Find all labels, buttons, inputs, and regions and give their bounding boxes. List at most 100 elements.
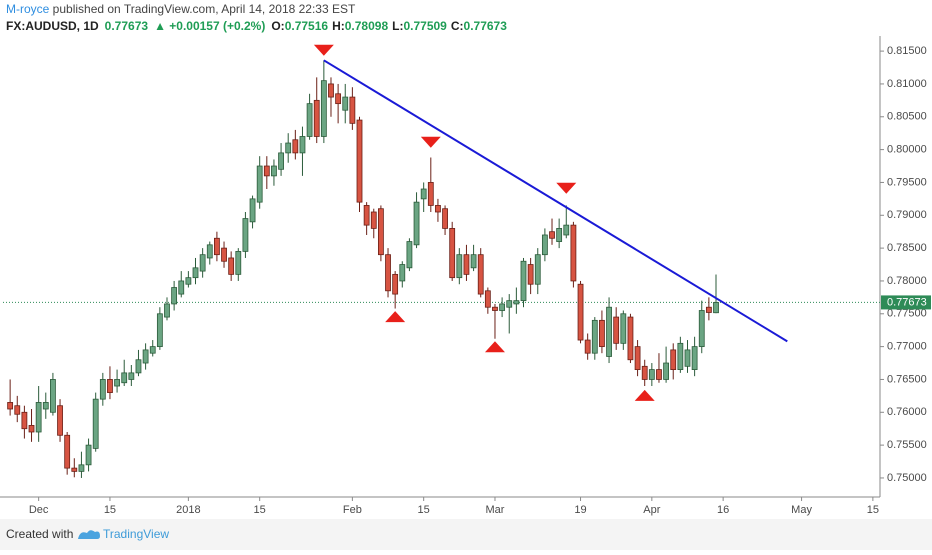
y-tick-label: 0.77000: [887, 341, 927, 353]
candle-body: [577, 283, 584, 341]
candle-body: [513, 300, 520, 305]
marker-down: [420, 136, 441, 148]
candle-body: [107, 379, 113, 393]
footer-created: Created with: [6, 527, 73, 541]
marker-up: [484, 341, 505, 353]
candle-body: [14, 405, 21, 415]
candle-body: [691, 346, 698, 371]
candle-body: [634, 346, 641, 371]
x-tick-label: 15: [254, 504, 266, 516]
candle-body: [306, 103, 313, 137]
candle-body: [35, 402, 42, 433]
candle-body: [214, 237, 220, 256]
candle-body: [263, 165, 270, 177]
y-tick-label: 0.77500: [887, 308, 927, 320]
candle-body: [392, 273, 399, 295]
candle-body: [114, 379, 120, 387]
candle-body: [399, 264, 406, 282]
candle-body: [591, 319, 598, 354]
x-tick-label: 15: [418, 504, 430, 516]
candle-body: [171, 287, 178, 305]
marker-up: [634, 389, 655, 401]
trend-line: [323, 59, 788, 343]
candle-body: [349, 96, 356, 124]
candle-body: [271, 165, 277, 177]
candle-body: [206, 244, 213, 259]
candle-body: [442, 208, 448, 229]
candle-body: [128, 372, 135, 380]
candle-body: [549, 231, 555, 239]
candle-body: [335, 93, 342, 105]
x-tick-label: May: [791, 504, 812, 516]
last-price-box: [881, 295, 931, 310]
ohlc-value: 0.77673: [464, 19, 508, 33]
marker-down: [313, 44, 334, 56]
candle-body: [57, 405, 63, 436]
candle-body: [420, 188, 427, 200]
candle-body: [713, 302, 719, 314]
candle-body: [563, 224, 570, 236]
candle-body: [135, 359, 142, 374]
candle-body: [285, 142, 292, 154]
y-tick-label: 0.81000: [887, 78, 927, 90]
y-tick-label: 0.78000: [887, 275, 927, 287]
candle-body: [698, 310, 705, 348]
candle-body: [85, 444, 92, 466]
candle-body: [7, 402, 14, 410]
plot: 0.75000 0.75500 0.76000 0.76500 0.77000 0.775…: [3, 44, 931, 516]
candle-body: [641, 365, 648, 380]
candle-body: [28, 425, 35, 433]
candle-body: [527, 264, 534, 285]
candle-body: [377, 208, 384, 256]
author[interactable]: M-royce: [6, 2, 50, 16]
candle-body: [705, 306, 712, 313]
candle-body: [534, 254, 541, 285]
candle-body: [71, 467, 78, 472]
candle-body: [541, 234, 548, 256]
ohlc-value: 0.77516: [285, 19, 329, 33]
candle-body: [570, 224, 577, 282]
candle-body: [463, 254, 470, 275]
candle-body: [492, 306, 498, 311]
x-tick-label: 2018: [176, 504, 200, 516]
candle-body: [413, 201, 420, 246]
candle-body: [249, 198, 256, 223]
ohlc-label: C:: [451, 19, 464, 33]
candle-body: [221, 247, 227, 262]
candle-body: [370, 211, 377, 229]
candle-body: [178, 280, 185, 295]
candle-body: [684, 349, 691, 367]
candle-body: [199, 254, 206, 272]
logo-icon[interactable]: [78, 530, 100, 539]
candle-body: [64, 434, 71, 469]
candle-body: [99, 379, 106, 400]
candle-body: [78, 464, 85, 472]
candle-body: [627, 316, 634, 361]
footer-bar: [0, 519, 932, 550]
x-tick-label: 16: [717, 504, 729, 516]
brand-logo[interactable]: TradingView: [78, 527, 169, 541]
last: 0.77673: [105, 19, 149, 33]
candle-body: [427, 182, 434, 206]
footer-brand[interactable]: TradingView: [103, 527, 169, 541]
candle-body: [320, 80, 327, 137]
marker-up: [385, 311, 406, 323]
y-tick-label: 0.79500: [887, 176, 927, 188]
candle-body: [620, 313, 627, 344]
candle-body: [149, 346, 156, 354]
x-tick-label: 15: [104, 504, 116, 516]
x-tick-label: Dec: [29, 504, 49, 516]
candle-body: [677, 342, 684, 371]
candle-body: [292, 139, 299, 154]
candle-body: [599, 319, 605, 348]
published: published on TradingView.com, April 14, …: [49, 2, 356, 16]
candle-body: [670, 349, 677, 371]
y-tick-label: 0.75500: [887, 439, 927, 451]
candle-body: [613, 316, 620, 344]
candle-body: [328, 83, 334, 98]
symbol: FX:AUDUSD, 1D: [6, 19, 99, 33]
candle-body: [363, 205, 370, 226]
candle-body: [456, 254, 463, 279]
y-tick-label: 0.79000: [887, 209, 927, 221]
